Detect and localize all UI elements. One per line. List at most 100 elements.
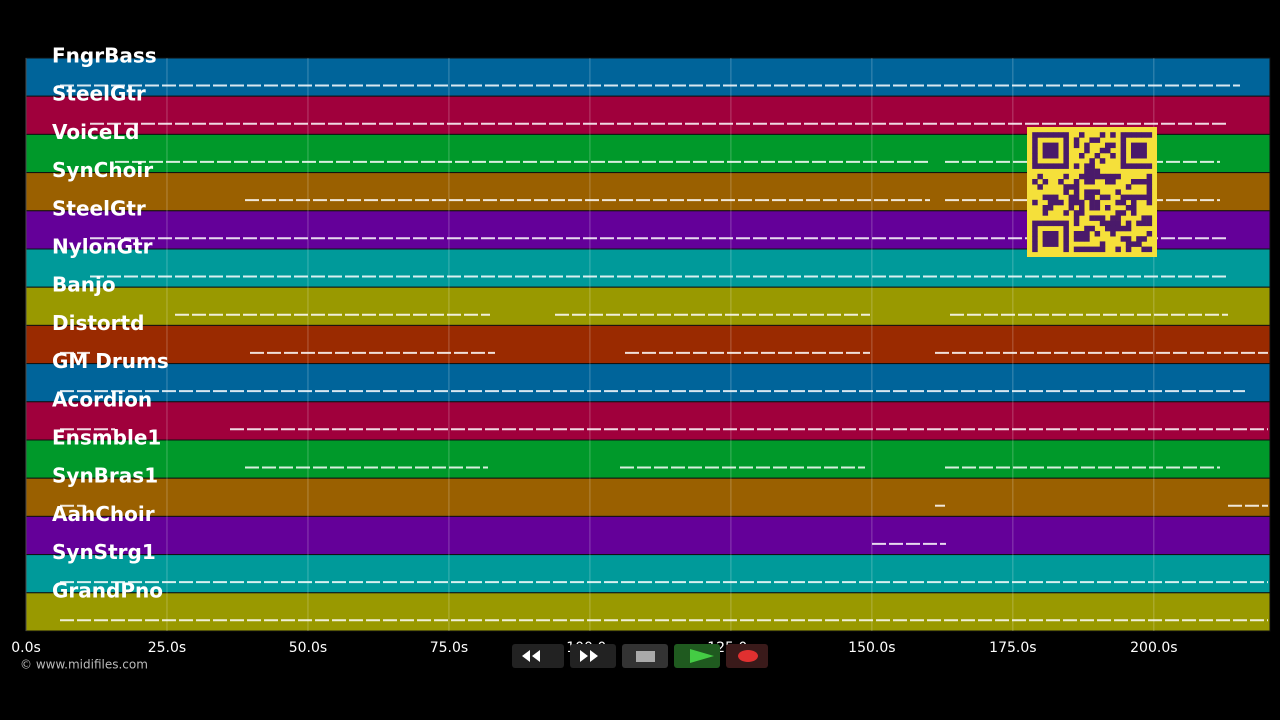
tick-label: 150.0s bbox=[848, 640, 895, 656]
qr-cell bbox=[1073, 236, 1080, 242]
qr-code bbox=[1027, 127, 1157, 257]
track-name: GM Drums bbox=[52, 349, 169, 373]
qr-cell bbox=[1115, 210, 1121, 216]
qr-cell bbox=[1120, 147, 1127, 154]
qr-cell bbox=[1073, 220, 1080, 227]
qr-cell bbox=[1105, 225, 1111, 232]
qr-cell bbox=[1110, 220, 1116, 227]
qr-cell bbox=[1094, 153, 1101, 159]
qr-cell bbox=[1131, 241, 1137, 247]
qr-cell bbox=[1089, 215, 1095, 221]
qr-cell bbox=[1115, 199, 1121, 206]
stop-icon bbox=[636, 651, 655, 662]
qr-cell bbox=[1032, 147, 1038, 154]
qr-cell bbox=[1089, 199, 1095, 206]
track-lane bbox=[25, 515, 1271, 556]
track-lane bbox=[25, 286, 1271, 326]
qr-cell bbox=[1125, 246, 1132, 253]
qr-cell bbox=[1105, 194, 1111, 201]
qr-cell bbox=[1120, 163, 1127, 169]
qr-cell bbox=[1042, 241, 1049, 247]
qr-cell bbox=[1063, 163, 1069, 169]
qr-cell bbox=[1053, 231, 1059, 237]
qr-cell bbox=[1131, 163, 1137, 169]
qr-cell bbox=[1136, 147, 1142, 154]
qr-cell bbox=[1042, 210, 1049, 216]
qr-cell bbox=[1141, 147, 1147, 154]
qr-cell bbox=[1063, 241, 1069, 247]
qr-cell bbox=[1141, 142, 1147, 149]
qr-cell bbox=[1110, 153, 1116, 159]
qr-cell bbox=[1131, 199, 1137, 206]
qr-cell bbox=[1073, 194, 1080, 201]
track-lane bbox=[25, 592, 1271, 632]
qr-cell bbox=[1073, 142, 1080, 149]
qr-cell bbox=[1120, 158, 1127, 164]
qr-cell bbox=[1099, 246, 1106, 253]
qr-cell bbox=[1125, 236, 1132, 242]
tick-label: 75.0s bbox=[430, 640, 468, 656]
qr-cell bbox=[1136, 220, 1142, 227]
qr-cell bbox=[1047, 220, 1054, 227]
qr-cell bbox=[1079, 199, 1085, 206]
qr-cell bbox=[1146, 231, 1153, 237]
track-name: Banjo bbox=[52, 273, 116, 297]
qr-cell bbox=[1063, 220, 1069, 227]
qr-cell bbox=[1089, 205, 1095, 211]
track-name: SynBras1 bbox=[52, 464, 158, 488]
qr-cell bbox=[1099, 147, 1106, 154]
qr-cell bbox=[1115, 220, 1121, 227]
qr-cell bbox=[1063, 189, 1069, 195]
qr-cell bbox=[1032, 153, 1038, 159]
qr-cell bbox=[1053, 199, 1059, 206]
qr-cell bbox=[1099, 158, 1106, 164]
qr-cell bbox=[1047, 231, 1054, 237]
qr-cell bbox=[1073, 199, 1080, 206]
qr-cell bbox=[1079, 173, 1085, 180]
qr-cell bbox=[1146, 132, 1153, 138]
qr-cell bbox=[1141, 246, 1147, 253]
qr-cell bbox=[1063, 173, 1069, 180]
qr-cell bbox=[1115, 246, 1121, 253]
qr-cell bbox=[1042, 179, 1049, 185]
qr-cell bbox=[1146, 173, 1153, 180]
qr-cell bbox=[1131, 142, 1137, 149]
qr-cell bbox=[1110, 173, 1116, 180]
qr-cell bbox=[1053, 147, 1059, 154]
track-name: SynChoir bbox=[52, 158, 153, 182]
qr-cell bbox=[1079, 132, 1085, 138]
qr-cell bbox=[1068, 205, 1075, 211]
qr-cell bbox=[1131, 147, 1137, 154]
qr-cell bbox=[1037, 132, 1043, 138]
qr-cell bbox=[1146, 194, 1153, 201]
qr-cell bbox=[1136, 241, 1142, 247]
track-name: GrandPno bbox=[52, 578, 163, 602]
qr-cell bbox=[1125, 132, 1132, 138]
qr-cell bbox=[1105, 220, 1111, 227]
qr-cell bbox=[1047, 147, 1054, 154]
qr-cell bbox=[1120, 137, 1127, 143]
qr-cell bbox=[1042, 142, 1049, 149]
qr-cell bbox=[1084, 163, 1090, 169]
track-lane bbox=[25, 554, 1271, 594]
qr-cell bbox=[1099, 173, 1106, 180]
qr-cell bbox=[1089, 163, 1095, 169]
track-name: Ensmble1 bbox=[52, 426, 161, 450]
qr-cell bbox=[1115, 215, 1121, 221]
qr-cell bbox=[1094, 189, 1101, 195]
copyright: © www.midifiles.com bbox=[20, 658, 148, 672]
qr-cell bbox=[1089, 189, 1095, 195]
qr-cell bbox=[1094, 231, 1101, 237]
qr-cell bbox=[1032, 163, 1038, 169]
qr-cell bbox=[1073, 184, 1080, 190]
track-lane bbox=[25, 57, 1271, 97]
qr-cell bbox=[1058, 199, 1064, 206]
qr-cell bbox=[1032, 241, 1038, 247]
qr-cell bbox=[1146, 179, 1153, 185]
qr-cell bbox=[1068, 199, 1075, 206]
qr-cell bbox=[1146, 246, 1153, 253]
qr-cell bbox=[1053, 132, 1059, 138]
qr-cell bbox=[1053, 194, 1059, 201]
qr-cell bbox=[1125, 241, 1132, 247]
qr-cell bbox=[1037, 173, 1043, 180]
